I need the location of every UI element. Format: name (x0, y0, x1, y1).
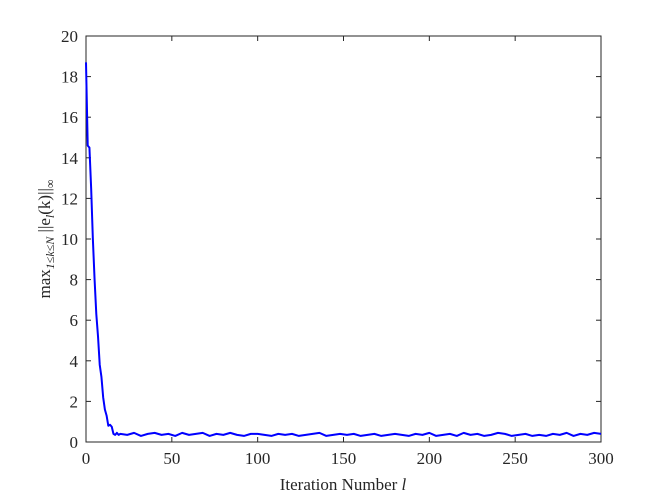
y-tick-label: 8 (70, 271, 79, 290)
y-tick-label: 20 (61, 27, 78, 46)
y-label-sub: 1≤k≤N (43, 236, 57, 269)
y-tick-label: 0 (70, 433, 79, 452)
y-axis-label: max1≤k≤N ||el(k)||∞ (35, 180, 57, 299)
y-label-sub: ∞ (43, 180, 57, 189)
y-tick-label: 16 (61, 108, 78, 127)
y-tick-label: 12 (61, 189, 78, 208)
y-label-part: (k)|| (35, 188, 54, 215)
y-tick-label: 6 (70, 311, 79, 330)
y-tick-label: 10 (61, 230, 78, 249)
y-tick-label: 2 (70, 392, 79, 411)
y-tick-label: 18 (61, 68, 78, 87)
x-tick-label: 50 (163, 449, 180, 468)
x-label-text: Iteration Number (280, 475, 402, 494)
x-tick-label: 250 (502, 449, 528, 468)
y-label-part: ||e (35, 218, 54, 237)
y-label-part: max (35, 269, 54, 299)
y-tick-label: 14 (61, 149, 79, 168)
x-tick-label: 150 (331, 449, 357, 468)
y-tick-label: 4 (70, 352, 79, 371)
data-line (85, 62, 602, 437)
x-tick-label: 200 (417, 449, 443, 468)
x-tick-label: 100 (245, 449, 271, 468)
x-label-var: l (402, 475, 407, 494)
x-tick-label: 0 (82, 449, 91, 468)
x-axis-label: Iteration Number l (280, 475, 407, 494)
plot-area (85, 35, 602, 443)
y-label-sub: l (43, 214, 57, 218)
x-tick-label: 300 (588, 449, 614, 468)
